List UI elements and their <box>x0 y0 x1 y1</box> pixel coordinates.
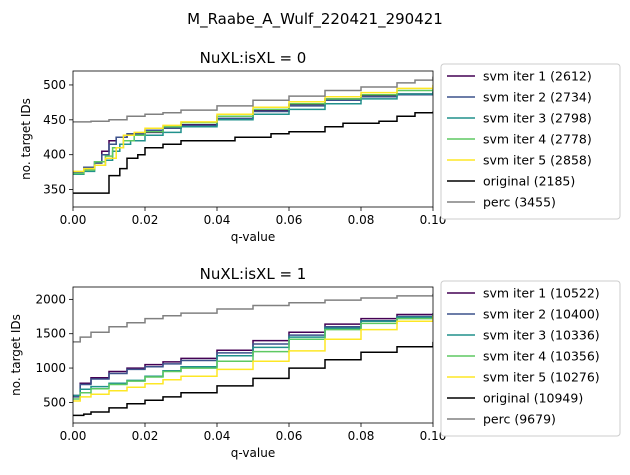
y-tick-label: 400 <box>43 148 66 162</box>
x-axis-label: q-value <box>231 230 275 244</box>
x-tick-label: 0.02 <box>132 429 159 443</box>
legend: svm iter 1 (10522) svm iter 2 (10400) svm … <box>440 280 621 437</box>
y-tick-label: 350 <box>43 183 66 197</box>
legend-entry: original (2185) <box>483 174 575 189</box>
axes-frame <box>72 286 434 424</box>
legend-entry: svm iter 3 (10336) <box>483 328 600 343</box>
y-axis-label: no. target IDs <box>19 98 33 180</box>
y-tick-label: 500 <box>43 395 66 409</box>
chart-title: NuXL:isXL = 1 <box>200 265 307 283</box>
legend-box <box>440 63 621 220</box>
series-line-4 <box>73 315 433 400</box>
x-tick-label: 0.02 <box>132 213 159 227</box>
chart-title: NuXL:isXL = 0 <box>200 49 307 67</box>
y-tick-label: 500 <box>43 78 66 92</box>
series-group <box>73 76 433 194</box>
x-tick-label: 0.06 <box>276 429 303 443</box>
x-tick-label: 0.10 <box>420 213 447 227</box>
legend-box <box>440 280 621 437</box>
series-line-7 <box>73 76 433 123</box>
x-axis-label: q-value <box>231 446 275 460</box>
legend-entry: perc (9679) <box>483 412 556 427</box>
legend-entry: perc (3455) <box>483 195 556 210</box>
x-tick-label: 0.08 <box>348 213 375 227</box>
series-line-5 <box>73 84 433 173</box>
y-tick-label: 1500 <box>35 327 66 341</box>
legend-entry: svm iter 1 (10522) <box>483 286 600 301</box>
x-tick-label: 0.04 <box>204 213 231 227</box>
legend-entry: svm iter 2 (2734) <box>483 90 592 105</box>
series-line-6 <box>73 341 433 417</box>
legend-entry: svm iter 5 (2858) <box>483 153 592 168</box>
x-tick-label: 0.00 <box>60 429 87 443</box>
x-tick-label: 0.04 <box>204 429 231 443</box>
x-tick-label: 0.06 <box>276 213 303 227</box>
legend-entry: svm iter 5 (10276) <box>483 370 600 385</box>
legend: svm iter 1 (2612) svm iter 2 (2734) svm it… <box>440 63 621 220</box>
y-tick-label: 2000 <box>35 292 66 306</box>
legend-entry: original (10949) <box>483 391 583 406</box>
legend-entry: svm iter 1 (2612) <box>483 69 592 84</box>
x-tick-label: 0.08 <box>348 429 375 443</box>
legend-entry: svm iter 3 (2798) <box>483 111 592 126</box>
legend-entry: svm iter 2 (10400) <box>483 307 600 322</box>
series-line-6 <box>73 111 433 194</box>
chart-panel-isxl-1: NuXL:isXL = 1 0.00 0.02 0.04 0.06 0.08 0.10 500… <box>9 265 621 460</box>
x-tick-label: 0.10 <box>420 429 447 443</box>
legend-entry: svm iter 4 (2778) <box>483 132 592 147</box>
legend-entry: svm iter 4 (10356) <box>483 349 600 364</box>
y-tick-label: 450 <box>43 113 66 127</box>
y-tick-label: 1000 <box>35 361 66 375</box>
chart-panel-isxl-0: NuXL:isXL = 0 0.00 0.02 0.04 0.06 0.08 0.10 350… <box>19 49 621 244</box>
series-line-7 <box>73 293 433 343</box>
y-axis-label: no. target IDs <box>9 314 23 396</box>
x-tick-label: 0.00 <box>60 213 87 227</box>
series-group <box>73 293 433 417</box>
series-line-5 <box>73 315 433 402</box>
axes-frame <box>72 70 434 208</box>
suptitle: M_Raabe_A_Wulf_220421_290421 <box>187 10 443 29</box>
